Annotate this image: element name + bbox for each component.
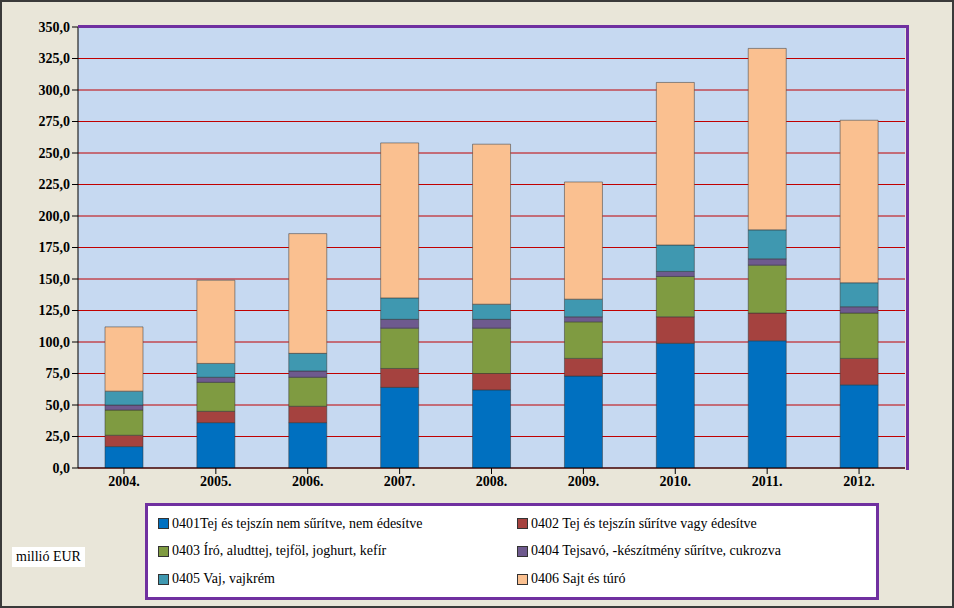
svg-text:2004.: 2004. [108, 474, 140, 489]
svg-text:100,0: 100,0 [39, 335, 71, 350]
svg-text:225,0: 225,0 [39, 177, 71, 192]
html-text:0406 Sajt és túró: 0406 Sajt és túró [531, 571, 626, 587]
svg-text:250,0: 250,0 [39, 146, 71, 161]
svg-text:2008.: 2008. [476, 474, 508, 489]
svg-text:75,0: 75,0 [46, 366, 71, 381]
svg-text:150,0: 150,0 [39, 272, 71, 287]
svg-text:0,0: 0,0 [53, 461, 71, 476]
svg-text:2007.: 2007. [384, 474, 416, 489]
svg-text:300,0: 300,0 [39, 83, 71, 98]
html-text:millió EUR: millió EUR [16, 549, 81, 564]
html-text:0403 Író, aludttej, tejföl, jo: 0403 Író, aludttej, tejföl, joghurt, kef… [172, 543, 387, 559]
html-text:0404 Tejsavó, -készítmény sűrí: 0404 Tejsavó, -készítmény sűrítve, cukro… [531, 543, 781, 559]
svg-text:175,0: 175,0 [39, 240, 71, 255]
svg-text:2005.: 2005. [200, 474, 232, 489]
svg-text:2011.: 2011. [752, 474, 783, 489]
svg-text:2006.: 2006. [292, 474, 324, 489]
svg-text:2010.: 2010. [660, 474, 692, 489]
svg-text:50,0: 50,0 [46, 398, 71, 413]
html-text:0405 Vaj, vajkrém: 0405 Vaj, vajkrém [172, 571, 275, 587]
svg-text:275,0: 275,0 [39, 114, 71, 129]
html-text:0401Tej és tejszín nem sűrítve: 0401Tej és tejszín nem sűrítve, nem édes… [172, 515, 423, 531]
svg-text:200,0: 200,0 [39, 209, 71, 224]
svg-text:25,0: 25,0 [46, 429, 71, 444]
svg-text:2009.: 2009. [568, 474, 600, 489]
html-text:0402 Tej és tejszín sűrítve va: 0402 Tej és tejszín sűrítve vagy édesítv… [531, 515, 757, 531]
svg-text:125,0: 125,0 [39, 303, 71, 318]
svg-text:325,0: 325,0 [39, 51, 71, 66]
svg-text:350,0: 350,0 [39, 20, 71, 35]
svg-text:2012.: 2012. [843, 474, 875, 489]
